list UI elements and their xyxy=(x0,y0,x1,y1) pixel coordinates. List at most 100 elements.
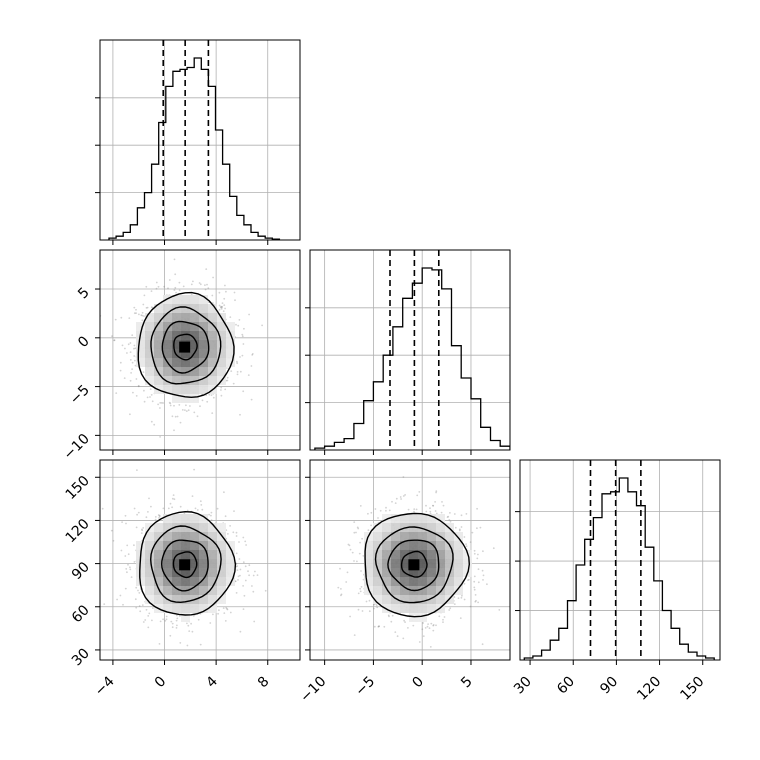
sample-point xyxy=(239,356,241,358)
sample-point xyxy=(473,549,476,552)
density-cell xyxy=(163,559,172,568)
sample-point xyxy=(239,568,242,571)
sample-point xyxy=(442,504,445,507)
density-cell xyxy=(181,331,190,340)
sample-point xyxy=(211,294,214,297)
density-cell xyxy=(199,367,208,376)
sample-point xyxy=(378,625,380,628)
density-cell xyxy=(136,358,145,367)
density-cell xyxy=(145,568,154,577)
density-cell xyxy=(154,577,163,586)
sample-point xyxy=(467,579,469,581)
density-cell xyxy=(226,358,235,367)
density-cell xyxy=(454,568,463,577)
density-cell xyxy=(154,568,163,577)
sample-point xyxy=(238,558,241,560)
sample-point xyxy=(463,582,466,585)
sample-point xyxy=(473,580,476,583)
sample-point xyxy=(150,505,152,508)
density-cell xyxy=(172,331,181,340)
sample-point xyxy=(212,396,215,399)
sample-point xyxy=(250,398,253,401)
density-cell xyxy=(391,559,400,568)
sample-point xyxy=(461,594,463,597)
sample-point xyxy=(243,594,246,597)
density-cell xyxy=(145,586,154,595)
density-cell xyxy=(208,550,217,559)
density-cell xyxy=(199,541,208,550)
density-cell xyxy=(391,523,400,532)
sample-point xyxy=(374,508,377,510)
sample-point xyxy=(345,581,348,583)
density-cell xyxy=(373,550,382,559)
density-cell xyxy=(208,532,217,541)
density-cell xyxy=(181,376,190,385)
sample-point xyxy=(244,579,247,582)
density-cell xyxy=(172,559,181,568)
sample-point xyxy=(120,316,123,319)
density-cell xyxy=(427,559,436,568)
density-cell xyxy=(436,595,445,604)
sample-point xyxy=(119,369,122,372)
density-cell xyxy=(190,358,199,367)
sample-point xyxy=(486,583,488,586)
contour-level-2 xyxy=(160,539,209,592)
sample-point xyxy=(155,281,158,284)
sample-point xyxy=(425,510,428,513)
contour-panel-0-2 xyxy=(99,459,301,661)
sample-point xyxy=(481,569,484,572)
sample-point xyxy=(218,291,221,294)
density-cell xyxy=(418,559,427,568)
sample-point xyxy=(482,550,484,553)
sample-point xyxy=(430,622,433,625)
sample-point xyxy=(353,531,356,534)
sample-point xyxy=(179,642,182,644)
sample-point xyxy=(458,528,461,531)
density-cell xyxy=(226,577,235,586)
density-cell xyxy=(190,523,199,532)
sample-point xyxy=(150,394,153,396)
x-tick-label-p2: 120 xyxy=(634,674,664,704)
sample-point xyxy=(186,644,189,647)
sample-point xyxy=(175,291,178,294)
density-cell xyxy=(181,358,190,367)
density-cell xyxy=(436,568,445,577)
sample-point xyxy=(440,511,443,514)
y-tick-label-p2: 90 xyxy=(69,559,93,583)
sample-point xyxy=(428,627,431,630)
density-cell xyxy=(217,349,226,358)
sample-point xyxy=(376,606,379,609)
density-cell xyxy=(190,322,199,331)
sample-point xyxy=(134,347,137,350)
sample-point xyxy=(225,290,227,293)
sample-point xyxy=(140,314,143,317)
sample-point xyxy=(351,551,354,554)
sample-point xyxy=(137,385,140,388)
sample-point xyxy=(129,379,132,382)
density-cell xyxy=(409,532,418,541)
x-tick-label-p2: 150 xyxy=(677,674,707,704)
density-cell xyxy=(217,358,226,367)
histogram-panel-0 xyxy=(95,39,301,241)
density-cell xyxy=(181,295,190,304)
density-cell xyxy=(163,604,172,613)
y-tick-label-p1: 5 xyxy=(75,285,93,303)
sample-point xyxy=(232,382,235,385)
sample-point xyxy=(357,592,360,595)
sample-point xyxy=(465,545,468,547)
density-cell xyxy=(172,295,181,304)
density-cell xyxy=(373,541,382,550)
sample-point xyxy=(234,580,237,583)
sample-point xyxy=(133,306,136,309)
sample-point xyxy=(361,610,364,612)
sample-point xyxy=(124,555,127,557)
density-cell xyxy=(427,586,436,595)
sample-point xyxy=(407,627,409,629)
sample-point xyxy=(196,509,199,511)
sample-point xyxy=(449,607,452,610)
sample-point xyxy=(459,617,462,619)
sample-point xyxy=(110,529,113,532)
sample-point xyxy=(247,374,250,376)
sample-point xyxy=(373,607,375,610)
sample-point xyxy=(119,594,122,597)
